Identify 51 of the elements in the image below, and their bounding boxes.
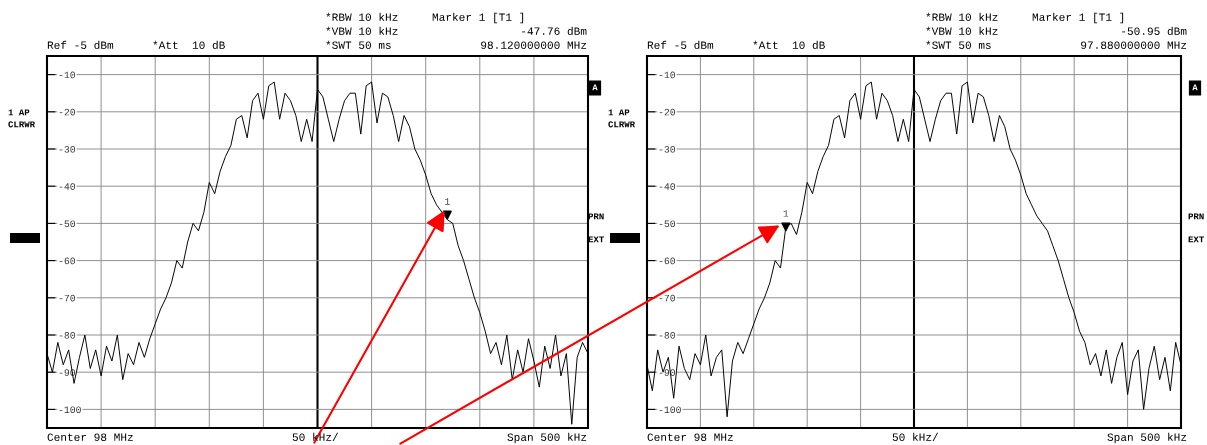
y-tick-label: -20 [659, 108, 676, 116]
y-tick-label: -30 [659, 146, 676, 153]
text: A [1192, 84, 1198, 91]
y-tick-label: -60 [59, 257, 76, 265]
text: A [592, 84, 598, 91]
y-tick-label: -80 [659, 332, 676, 339]
y-tick-label: -40 [659, 183, 676, 190]
text: *VBW 10 kHz [926, 26, 998, 35]
text: Marker 1 [T1 ] [432, 12, 524, 24]
y-tick-label: -70 [659, 294, 676, 302]
text: *RBW 10 kHz [326, 12, 398, 21]
text: *Att 10 dB [153, 40, 225, 50]
text: -47.76 dBm [522, 26, 587, 36]
y-tick-label: -100 [59, 406, 81, 414]
text: 1 AP [8, 109, 30, 116]
text: *SWT 50 ms [926, 40, 991, 49]
text: Marker 1 [T1 ] [1032, 12, 1124, 24]
text: *SWT 50 ms [326, 40, 391, 49]
y-tick-label: -80 [59, 332, 76, 339]
y-tick-label: -100 [659, 406, 681, 414]
y-tick-label: -70 [59, 294, 76, 302]
y-tick-label: -10 [659, 71, 676, 79]
text: 1 AP [608, 109, 630, 116]
text: PRN [1188, 213, 1204, 220]
text: CLRWR [8, 121, 36, 128]
text: Center 98 MHz [647, 433, 733, 441]
text: *Att 10 dB [753, 40, 825, 50]
y-tick-label: -40 [59, 183, 76, 190]
text: 97.880000000 MHz [1081, 41, 1187, 49]
text: Center 98 MHz [47, 433, 133, 441]
text: EXT [1188, 236, 1204, 243]
text: 50 kHz/ [892, 432, 939, 441]
text: PRN [588, 213, 604, 220]
y-tick-label: -20 [59, 108, 76, 116]
text: Ref -5 dBm [647, 40, 714, 50]
text: Span 500 kHz [507, 432, 587, 444]
text: *RBW 10 kHz [926, 12, 998, 21]
text: 98.120000000 MHz [481, 41, 587, 49]
annotation: 1 [783, 210, 789, 217]
text: Span 500 kHz [1107, 432, 1187, 444]
y-tick-label: -30 [59, 146, 76, 153]
text: -50.95 dBm [1122, 26, 1187, 36]
text: *VBW 10 kHz [326, 26, 398, 35]
y-tick-label: -50 [59, 220, 76, 228]
text: Ref -5 dBm [47, 40, 114, 50]
text: CLRWR [608, 121, 636, 128]
annotation: 1 [445, 198, 450, 205]
text: EXT [588, 236, 604, 243]
y-tick-label: -50 [659, 220, 676, 228]
y-tick-label: -60 [659, 257, 676, 265]
y-tick-label: -10 [59, 71, 76, 79]
